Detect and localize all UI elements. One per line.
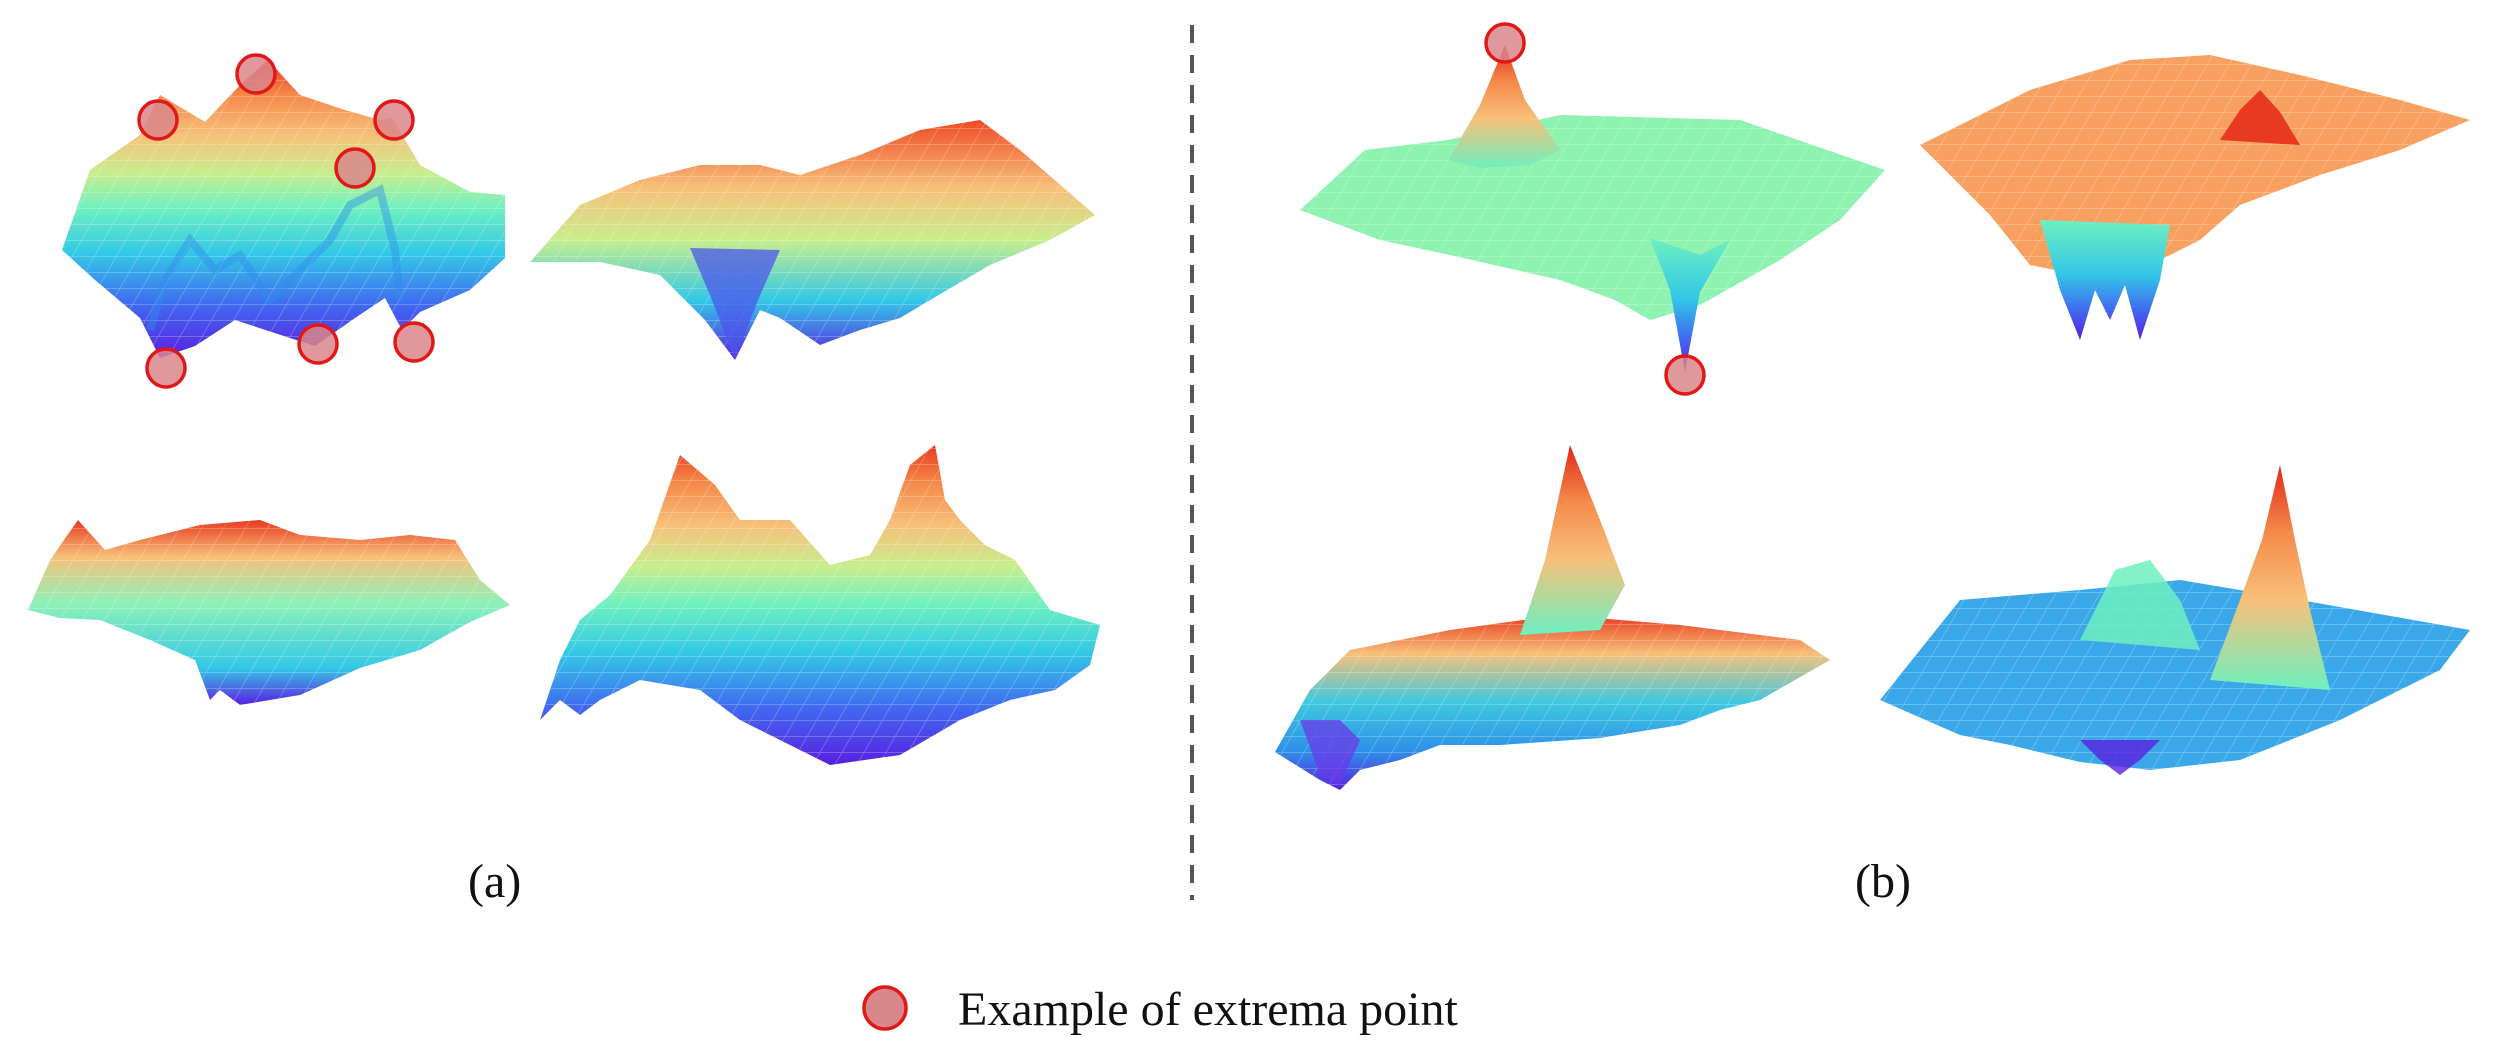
panel-b: [1275, 45, 2470, 790]
surface-b4: [1880, 465, 2470, 775]
panel-b-caption: (b): [1855, 855, 1911, 908]
extrema-marker: [235, 53, 277, 95]
extrema-marker: [137, 99, 179, 141]
surface-b1: [1300, 45, 1885, 372]
surface-a3: [28, 520, 510, 705]
surface-a4: [540, 445, 1100, 765]
surface-a1: [62, 60, 505, 358]
surface-b2: [1920, 55, 2470, 340]
legend-label: Example of extrema point: [958, 983, 1458, 1036]
panel-a-caption: (a): [468, 855, 522, 908]
extrema-marker: [1484, 22, 1526, 64]
extrema-markers: [137, 22, 1706, 396]
extrema-marker: [297, 323, 339, 365]
extrema-marker: [145, 347, 187, 389]
extrema-marker: [373, 99, 415, 141]
extrema-marker: [334, 147, 376, 189]
surface-b3: [1275, 445, 1830, 790]
surface-a2: [530, 120, 1095, 360]
extrema-marker: [1664, 354, 1706, 396]
extrema-circle-icon: [862, 985, 908, 1031]
panel-a: [28, 60, 1100, 765]
extrema-marker: [393, 321, 435, 363]
